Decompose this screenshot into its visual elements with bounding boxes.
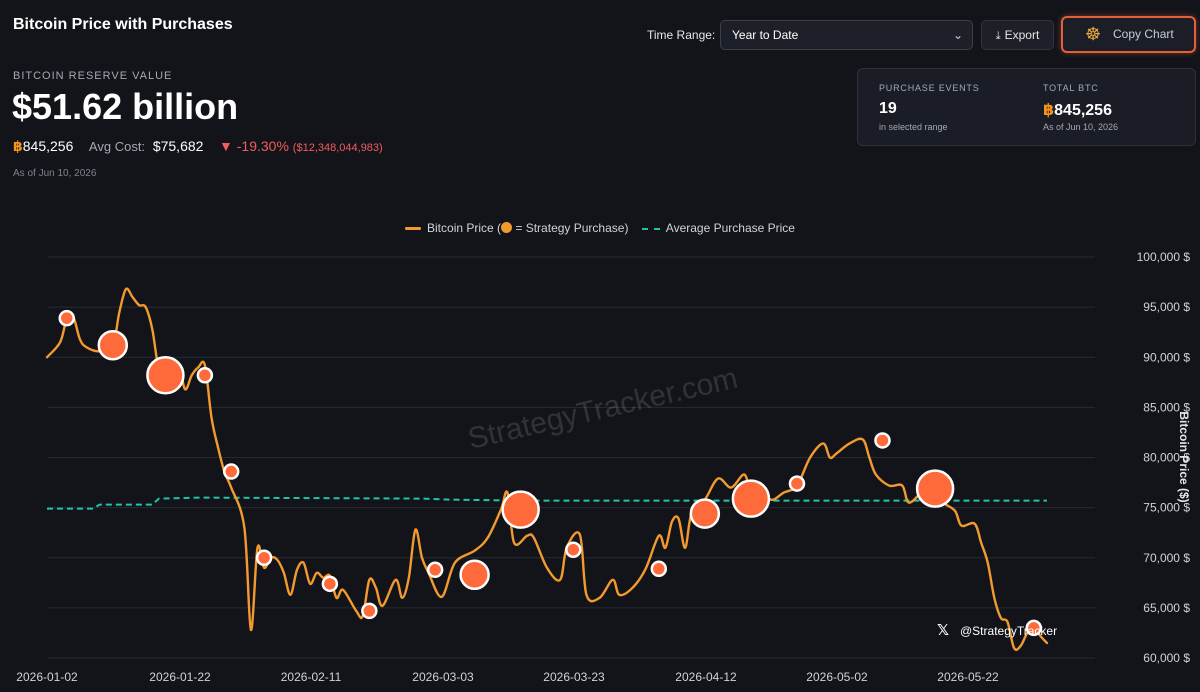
y-tick-label: 95,000 $ [1143, 300, 1190, 314]
download-icon: ⤓ [995, 30, 1001, 42]
x-tick-label: 2026-04-12 [675, 670, 737, 684]
y-tick-label: 65,000 $ [1143, 601, 1190, 615]
purchase-marker[interactable] [731, 479, 771, 518]
copy-chart-label: Copy Chart [1113, 27, 1174, 41]
purchase-marker[interactable] [196, 367, 214, 384]
x-tick-label: 2026-03-03 [412, 670, 474, 684]
down-triangle-icon: ▼ [219, 138, 233, 154]
change-usd: ($12,348,044,983) [292, 142, 383, 154]
purchase-marker[interactable] [146, 356, 185, 395]
total-btc-value-row: ฿845,256 [1043, 100, 1112, 120]
watermark: StrategyTracker.com [465, 362, 741, 456]
x-handle-badge: 𝕏 @StrategyTracker [937, 621, 1057, 639]
purchase-marker[interactable] [689, 498, 721, 529]
total-btc-sub: As of Jun 10, 2026 [1043, 122, 1119, 132]
page-title: Bitcoin Price with Purchases [13, 16, 233, 33]
time-range-value: Year to Date [732, 28, 799, 42]
y-tick-label: 75,000 $ [1143, 501, 1190, 515]
copy-chart-button[interactable]: ☸ Copy Chart [1061, 16, 1196, 53]
x-tick-label: 2026-01-02 [16, 670, 78, 684]
purchase-marker[interactable] [788, 475, 806, 492]
reserve-value: $51.62 billion [12, 86, 239, 127]
reserve-as-of: As of Jun 10, 2026 [13, 168, 97, 179]
legend-purchase-dot [501, 222, 513, 233]
x-tick-label: 2026-02-11 [281, 670, 342, 684]
y-tick-label: 90,000 $ [1143, 350, 1190, 364]
purchase-marker[interactable] [58, 309, 75, 327]
legend-price-label-post: = Strategy Purchase) [512, 221, 629, 235]
purchase-events-sub: in selected range [879, 122, 948, 132]
btc-amount: 845,256 [22, 138, 74, 154]
total-btc-label: TOTAL BTC [1043, 83, 1099, 93]
purchase-marker[interactable] [321, 575, 339, 593]
x-tick-label: 2026-05-22 [937, 670, 999, 684]
chart-legend: Bitcoin Price ( = Strategy Purchase) Ave… [0, 221, 1200, 235]
grid-lines [48, 256, 1095, 659]
total-btc-value: 845,256 [1054, 102, 1112, 119]
btc-symbol: ฿ [1043, 102, 1055, 119]
purchase-marker[interactable] [459, 559, 490, 591]
legend-price-label-pre: Bitcoin Price ( [427, 221, 502, 235]
purchase-marker[interactable] [501, 490, 540, 529]
time-range-select[interactable]: Year to Date ⌄ [720, 20, 973, 50]
y-tick-label: 85,000 $ [1143, 400, 1190, 414]
time-range-label: Time Range: [647, 28, 716, 42]
y-tick-labels: 60,000 $ 65,000 $ 70,000 $ 75,000 $ 80,000 $… [1137, 250, 1191, 665]
export-label: Export [1004, 28, 1040, 42]
legend-avg-label: Average Purchase Price [665, 221, 795, 235]
chevron-down-icon: ⌄ [952, 28, 963, 42]
y-tick-label: 60,000 $ [1143, 651, 1190, 665]
purchase-marker[interactable] [426, 561, 444, 579]
x-tick-label: 2026-05-02 [806, 670, 868, 684]
average-purchase-line [47, 496, 1047, 510]
y-tick-label: 100,000 $ [1137, 250, 1191, 264]
avg-cost-label: Avg Cost: [88, 139, 146, 154]
y-tick-label: 70,000 $ [1143, 551, 1190, 565]
purchase-marker[interactable] [874, 432, 891, 449]
bitcoin-price-line [45, 287, 1049, 651]
purchase-markers [58, 309, 1043, 637]
purchase-marker[interactable] [97, 329, 129, 361]
purchase-events-value: 19 [879, 100, 897, 117]
x-tick-label: 2026-03-23 [543, 670, 605, 684]
legend-price-swatch [405, 227, 422, 231]
y-axis-label: Bitcoin Price ($) [1177, 411, 1191, 502]
x-tick-labels: 2026-01-02 2026-01-22 2026-02-11 2026-03-03… [16, 670, 999, 684]
purchase-marker[interactable] [565, 541, 582, 558]
reserve-stats-row: ฿845,256 Avg Cost: $75,682 ▼ -19.30% ($1… [13, 138, 383, 155]
purchase-events-label: PURCHASE EVENTS [879, 83, 980, 93]
avg-cost-value: $75,682 [152, 138, 204, 154]
y-tick-label: 80,000 $ [1143, 451, 1190, 465]
x-logo-icon: 𝕏 [937, 621, 949, 639]
purchase-marker[interactable] [222, 463, 240, 480]
summary-card: PURCHASE EVENTS 19 in selected range TOT… [857, 68, 1196, 146]
export-button[interactable]: ⤓ Export [981, 20, 1054, 50]
x-tick-label: 2026-01-22 [149, 670, 211, 684]
btc-symbol: ฿ [13, 138, 23, 154]
reserve-label: BITCOIN RESERVE VALUE [13, 70, 173, 82]
ship-wheel-icon: ☸ [1085, 24, 1102, 44]
change-percent: -19.30% [236, 138, 289, 154]
purchase-marker[interactable] [361, 602, 378, 620]
purchase-marker[interactable] [650, 560, 668, 578]
purchase-marker[interactable] [255, 549, 273, 566]
purchase-marker[interactable] [915, 469, 955, 508]
purchase-marker[interactable] [1025, 619, 1043, 637]
legend-avg-swatch [641, 227, 660, 230]
handle-text: @StrategyTracker [960, 624, 1057, 638]
